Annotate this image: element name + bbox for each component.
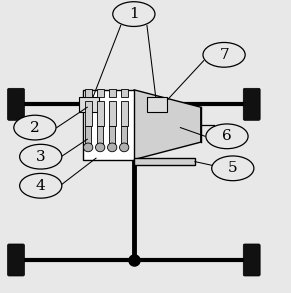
FancyBboxPatch shape bbox=[243, 244, 260, 276]
FancyBboxPatch shape bbox=[8, 88, 24, 120]
Bar bbox=[85, 126, 91, 146]
Bar bbox=[109, 101, 116, 126]
Bar bbox=[109, 126, 115, 146]
Ellipse shape bbox=[203, 42, 245, 67]
Text: 3: 3 bbox=[36, 150, 46, 164]
Ellipse shape bbox=[20, 173, 62, 198]
Bar bbox=[85, 89, 92, 97]
Bar bbox=[97, 126, 103, 146]
Ellipse shape bbox=[212, 156, 254, 181]
Bar bbox=[97, 89, 104, 97]
Ellipse shape bbox=[107, 143, 117, 152]
Ellipse shape bbox=[84, 143, 93, 152]
Bar bbox=[121, 126, 127, 146]
Ellipse shape bbox=[206, 124, 248, 149]
Bar bbox=[97, 101, 104, 126]
Bar bbox=[85, 101, 92, 126]
Polygon shape bbox=[134, 90, 201, 160]
Ellipse shape bbox=[95, 143, 105, 152]
Text: 4: 4 bbox=[36, 179, 46, 193]
Ellipse shape bbox=[20, 144, 62, 169]
Bar bbox=[109, 89, 116, 97]
Text: 1: 1 bbox=[129, 7, 139, 21]
Bar bbox=[83, 90, 134, 160]
Bar bbox=[121, 89, 128, 97]
Ellipse shape bbox=[120, 143, 129, 152]
Text: 5: 5 bbox=[228, 161, 238, 175]
Text: 6: 6 bbox=[222, 129, 232, 143]
Ellipse shape bbox=[113, 2, 155, 26]
Ellipse shape bbox=[14, 115, 56, 140]
FancyBboxPatch shape bbox=[8, 244, 24, 276]
FancyBboxPatch shape bbox=[243, 88, 260, 120]
Bar bbox=[147, 97, 167, 112]
Text: 7: 7 bbox=[219, 48, 229, 62]
Bar bbox=[79, 97, 99, 112]
Text: 2: 2 bbox=[30, 121, 40, 134]
Bar bbox=[134, 158, 195, 166]
Bar bbox=[121, 101, 128, 126]
